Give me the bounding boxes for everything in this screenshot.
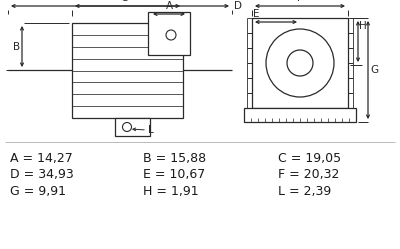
Text: H = 1,91: H = 1,91 [143, 185, 199, 197]
Circle shape [266, 29, 334, 97]
Text: G = 9,91: G = 9,91 [10, 185, 66, 197]
Text: B = 15,88: B = 15,88 [143, 151, 206, 165]
Text: E: E [253, 9, 260, 19]
Circle shape [287, 50, 313, 76]
Bar [252, 18, 348, 108]
Circle shape [166, 30, 176, 40]
Text: E = 10,67: E = 10,67 [143, 168, 205, 181]
Text: A: A [166, 1, 172, 11]
Text: D: D [234, 1, 242, 11]
Bar [244, 108, 356, 122]
Text: F = 20,32: F = 20,32 [278, 168, 339, 181]
Text: L = 2,39: L = 2,39 [278, 185, 331, 197]
Text: G: G [370, 65, 378, 75]
Text: C: C [121, 0, 128, 3]
Bar [115, 118, 150, 136]
Text: H: H [359, 21, 367, 31]
Text: C = 19,05: C = 19,05 [278, 151, 341, 165]
Circle shape [122, 123, 132, 131]
Text: L: L [148, 125, 154, 135]
Bar [148, 12, 190, 55]
Text: F: F [297, 0, 303, 3]
Text: A = 14,27: A = 14,27 [10, 151, 73, 165]
Text: B: B [13, 42, 20, 52]
Text: D = 34,93: D = 34,93 [10, 168, 74, 181]
Bar [72, 23, 183, 118]
